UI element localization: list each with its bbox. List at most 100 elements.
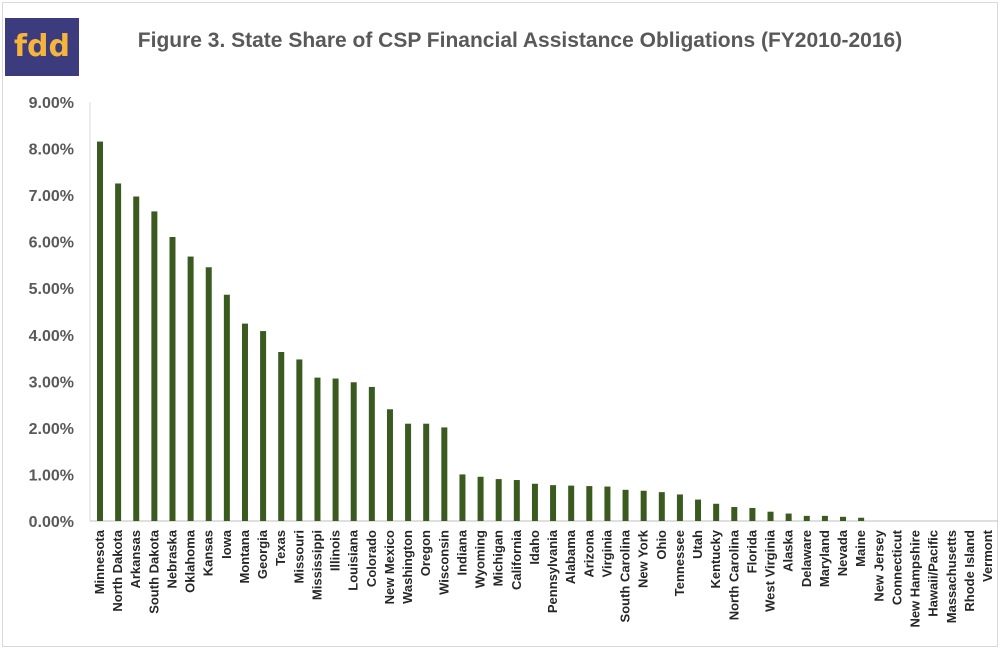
bar-alabama xyxy=(568,485,575,521)
x-tick-label: Idaho xyxy=(527,530,542,565)
bar-missouri xyxy=(296,359,303,521)
bar-michigan xyxy=(495,479,502,521)
x-tick-label: Iowa xyxy=(219,529,234,559)
x-tick-label: Texas xyxy=(273,530,288,566)
x-tick-label: Florida xyxy=(744,529,759,573)
x-tick-label: Minnesota xyxy=(92,529,107,594)
x-tick-label: Arizona xyxy=(581,529,596,577)
x-tick-label: Missouri xyxy=(291,530,306,583)
bar-kansas xyxy=(205,267,212,521)
x-tick-label: Alaska xyxy=(781,529,796,572)
x-tick-label: New York xyxy=(636,529,651,588)
x-tick-label: Maine xyxy=(853,530,868,567)
x-tick-label: New Mexico xyxy=(382,530,397,604)
y-axis-ticks: 0.00% 1.00% 2.00% 3.00% 4.00% 5.00% 6.00% 7.00%… xyxy=(29,95,74,531)
y-tick-label: 4.00% xyxy=(29,328,74,345)
y-tick-label: 3.00% xyxy=(29,374,74,391)
y-tick-label: 2.00% xyxy=(29,421,74,438)
x-tick-label: Rhode Island xyxy=(962,530,977,612)
bar-florida xyxy=(749,507,756,521)
bar-virginia xyxy=(604,486,611,521)
bar-south-dakota xyxy=(151,211,158,521)
bar-arkansas xyxy=(133,196,140,521)
x-tick-label: Alabama xyxy=(563,529,578,584)
x-tick-label: Oregon xyxy=(418,530,433,576)
x-tick-label: Pennsylvania xyxy=(545,529,560,613)
x-tick-label: Montana xyxy=(237,529,252,583)
bar-louisiana xyxy=(350,382,357,521)
x-tick-label: Kansas xyxy=(201,530,216,576)
x-tick-label: Georgia xyxy=(255,529,270,579)
x-tick-label: Ohio xyxy=(654,530,669,560)
bar-west-virginia xyxy=(767,511,774,521)
bar-utah xyxy=(695,499,702,521)
bar-alaska xyxy=(785,513,792,521)
x-tick-label: Colorado xyxy=(364,530,379,587)
y-tick-label: 5.00% xyxy=(29,281,74,298)
bar-north-carolina xyxy=(731,507,738,521)
x-tick-label: Louisiana xyxy=(346,529,361,590)
x-tick-label: California xyxy=(509,529,524,590)
bar-georgia xyxy=(260,331,267,521)
bar-minnesota xyxy=(97,141,103,521)
bar-north-dakota xyxy=(115,183,122,521)
bar-washington xyxy=(405,423,412,521)
y-tick-label: 0.00% xyxy=(29,514,74,531)
x-tick-label: Wyoming xyxy=(473,530,488,588)
x-tick-label: Illinois xyxy=(328,530,343,571)
bar-new-mexico xyxy=(386,409,393,521)
y-tick-label: 6.00% xyxy=(29,235,74,252)
x-tick-label: Nebraska xyxy=(164,529,179,588)
bar-oklahoma xyxy=(187,256,194,521)
bar-maryland xyxy=(821,515,828,521)
bar-indiana xyxy=(459,474,466,521)
x-tick-label: Washington xyxy=(400,530,415,604)
bar-tennessee xyxy=(676,494,683,521)
bar-montana xyxy=(241,323,248,521)
x-tick-label: South Carolina xyxy=(618,529,633,622)
x-tick-label: Utah xyxy=(690,530,705,559)
bar-new-york xyxy=(640,490,647,521)
x-tick-label: West Virginia xyxy=(763,529,778,612)
x-tick-label: Vermont xyxy=(980,529,995,582)
bar-iowa xyxy=(223,294,230,521)
y-tick-label: 1.00% xyxy=(29,467,74,484)
x-tick-label: Hawaii/Pacific xyxy=(926,530,941,617)
x-tick-label: Massachusetts xyxy=(944,530,959,623)
x-tick-label: Wisconsin xyxy=(436,530,451,595)
bar-mississippi xyxy=(314,377,321,521)
x-tick-label: New Jersey xyxy=(871,529,886,601)
x-tick-label: Nevada xyxy=(835,529,850,576)
y-tick-label: 9.00% xyxy=(29,95,74,112)
bar-kentucky xyxy=(713,503,720,521)
bar-nevada xyxy=(840,516,847,521)
x-tick-label: Indiana xyxy=(454,529,469,575)
x-axis-labels: Minnesota North Dakota Arkansas South Dakot… xyxy=(92,529,995,627)
y-tick-label: 7.00% xyxy=(29,188,74,205)
x-tick-label: North Dakota xyxy=(110,529,125,611)
x-tick-label: Michigan xyxy=(491,530,506,586)
bar-illinois xyxy=(332,378,339,521)
bar-south-carolina xyxy=(622,489,629,521)
logo-text: fdd xyxy=(13,29,70,64)
bar-texas xyxy=(278,352,285,521)
x-tick-label: Tennessee xyxy=(672,530,687,596)
x-tick-label: Oklahoma xyxy=(183,529,198,593)
bars-group xyxy=(97,141,865,521)
y-tick-label: 8.00% xyxy=(29,142,74,159)
fdd-logo: fdd xyxy=(5,18,79,76)
bar-wyoming xyxy=(477,476,484,521)
bar-wisconsin xyxy=(441,427,448,521)
x-tick-label: South Dakota xyxy=(146,529,161,614)
bar-california xyxy=(513,480,520,521)
x-tick-label: North Carolina xyxy=(726,529,741,620)
bar-nebraska xyxy=(169,237,176,521)
bar-arizona xyxy=(586,486,593,521)
bar-oregon xyxy=(423,423,430,521)
x-tick-label: Delaware xyxy=(799,530,814,587)
bar-ohio xyxy=(658,492,665,521)
bar-maine xyxy=(858,517,865,521)
x-tick-label: New Hampshire xyxy=(908,530,923,628)
